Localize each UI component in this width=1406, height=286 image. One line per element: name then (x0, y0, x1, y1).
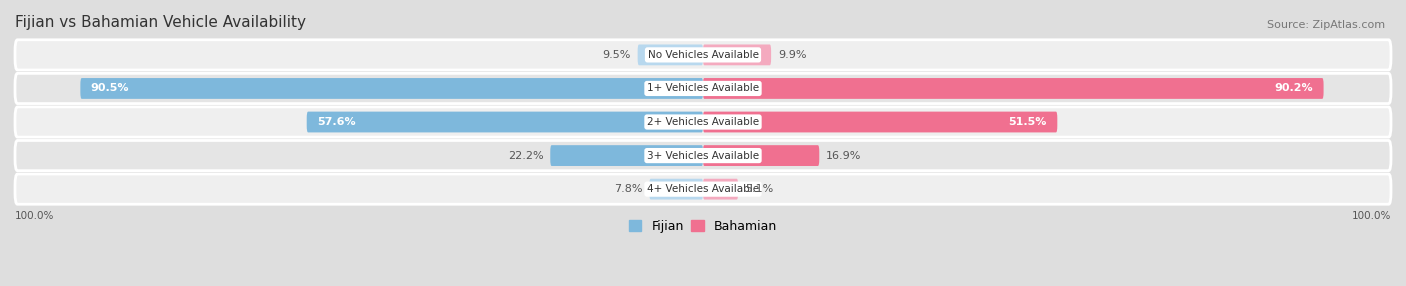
FancyBboxPatch shape (703, 78, 1323, 99)
Text: 2+ Vehicles Available: 2+ Vehicles Available (647, 117, 759, 127)
Text: 90.5%: 90.5% (90, 84, 129, 94)
Legend: Fijian, Bahamian: Fijian, Bahamian (626, 216, 780, 237)
FancyBboxPatch shape (80, 78, 703, 99)
Text: Fijian vs Bahamian Vehicle Availability: Fijian vs Bahamian Vehicle Availability (15, 15, 307, 30)
Text: 5.1%: 5.1% (745, 184, 773, 194)
FancyBboxPatch shape (703, 179, 738, 200)
Text: 1+ Vehicles Available: 1+ Vehicles Available (647, 84, 759, 94)
FancyBboxPatch shape (638, 45, 703, 65)
Text: Source: ZipAtlas.com: Source: ZipAtlas.com (1267, 20, 1385, 30)
Text: 9.5%: 9.5% (602, 50, 631, 60)
Text: 90.2%: 90.2% (1275, 84, 1313, 94)
FancyBboxPatch shape (703, 145, 820, 166)
FancyBboxPatch shape (15, 107, 1391, 137)
Text: 57.6%: 57.6% (316, 117, 356, 127)
FancyBboxPatch shape (15, 140, 1391, 171)
Text: No Vehicles Available: No Vehicles Available (648, 50, 758, 60)
Text: 4+ Vehicles Available: 4+ Vehicles Available (647, 184, 759, 194)
FancyBboxPatch shape (15, 40, 1391, 70)
FancyBboxPatch shape (15, 73, 1391, 104)
FancyBboxPatch shape (703, 112, 1057, 132)
Text: 16.9%: 16.9% (827, 150, 862, 160)
Text: 7.8%: 7.8% (614, 184, 643, 194)
FancyBboxPatch shape (703, 45, 770, 65)
Text: 3+ Vehicles Available: 3+ Vehicles Available (647, 150, 759, 160)
FancyBboxPatch shape (307, 112, 703, 132)
Text: 100.0%: 100.0% (15, 211, 55, 221)
FancyBboxPatch shape (15, 174, 1391, 204)
Text: 22.2%: 22.2% (508, 150, 543, 160)
FancyBboxPatch shape (550, 145, 703, 166)
Text: 100.0%: 100.0% (1351, 211, 1391, 221)
Text: 9.9%: 9.9% (778, 50, 807, 60)
Text: 51.5%: 51.5% (1008, 117, 1047, 127)
FancyBboxPatch shape (650, 179, 703, 200)
